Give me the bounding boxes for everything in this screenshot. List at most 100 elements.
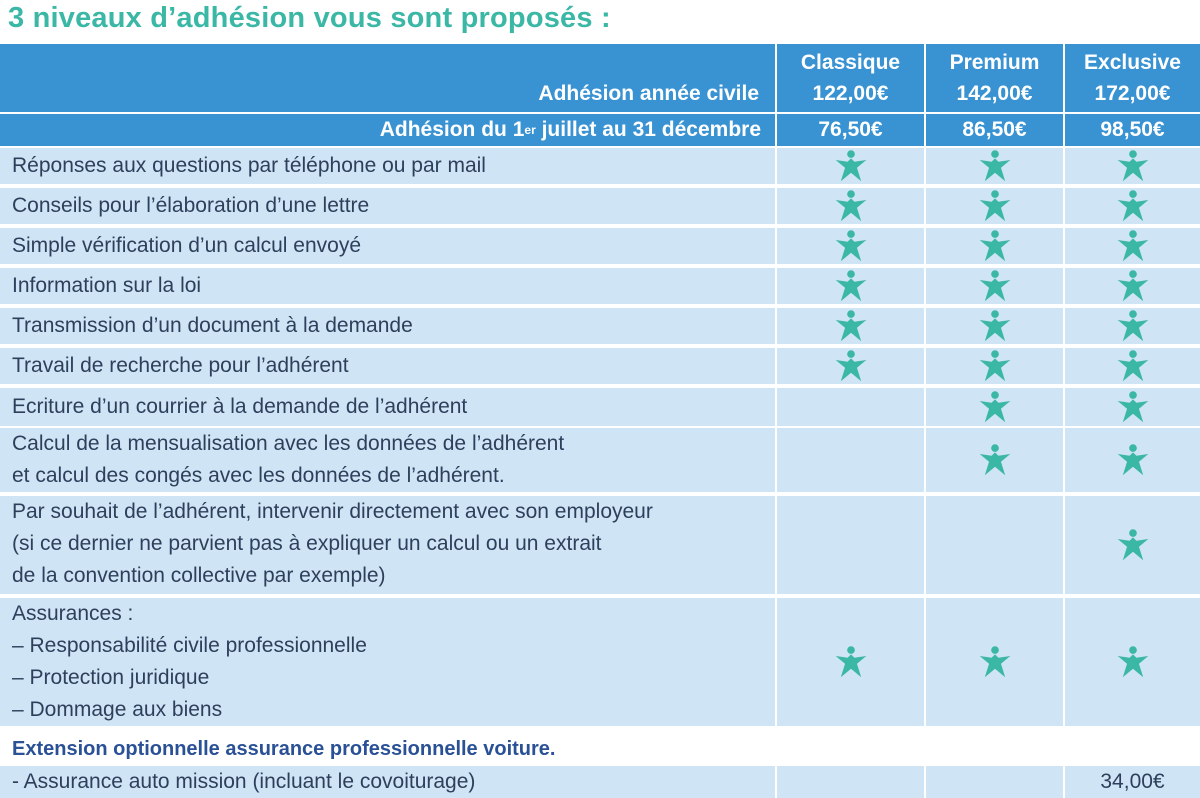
tier-name: Premium [949, 51, 1040, 74]
feature-cell-premium [926, 148, 1063, 184]
feature-cell-classique [777, 188, 924, 224]
extension-title: Extension optionnelle assurance professi… [12, 737, 556, 760]
juillet-suffix: juillet au 31 décembre [535, 118, 761, 141]
extension-option-label: - Assurance auto mission (incluant le co… [0, 766, 775, 798]
feature-row-label: Réponses aux questions par téléphone ou … [0, 148, 775, 184]
feature-cell-exclusive [1065, 148, 1200, 184]
tier-annual-price: 122,00€ [812, 82, 889, 105]
star-person-icon [834, 349, 868, 383]
annee-civile-text: Adhésion année civile [538, 82, 759, 105]
feature-cell-exclusive [1065, 598, 1200, 726]
feature-row-label: Information sur la loi [0, 268, 775, 304]
feature-row-label: Travail de recherche pour l’adhérent [0, 348, 775, 384]
feature-text-line: Simple vérification d’un calcul envoyé [12, 234, 362, 257]
feature-cell-exclusive [1065, 428, 1200, 492]
feature-text-line: Transmission d’un document à la demande [12, 314, 413, 337]
feature-row-label: Conseils pour l’élaboration d’une lettre [0, 188, 775, 224]
feature-text-line: de la convention collective par exemple) [12, 564, 386, 587]
feature-cell-classique [777, 348, 924, 384]
feature-text-line: Ecriture d’un courrier à la demande de l… [12, 395, 468, 418]
feature-row-label: Transmission d’un document à la demande [0, 308, 775, 344]
star-person-icon [1116, 309, 1150, 343]
star-person-icon [978, 349, 1012, 383]
star-person-icon [1116, 645, 1150, 679]
extension-value-exclusive: 34,00€ [1065, 766, 1200, 798]
feature-cell-exclusive [1065, 348, 1200, 384]
extension-option-text: - Assurance auto mission (incluant le co… [12, 770, 476, 793]
half-price-premium: 86,50€ [926, 114, 1063, 146]
star-person-icon [1116, 149, 1150, 183]
feature-cell-exclusive [1065, 388, 1200, 426]
feature-cell-premium [926, 188, 1063, 224]
feature-cell-premium [926, 348, 1063, 384]
tier-annual-price: 172,00€ [1094, 82, 1171, 105]
tier-header-exclusive: Exclusive 172,00€ [1065, 44, 1200, 112]
star-person-icon [978, 189, 1012, 223]
star-person-icon [978, 269, 1012, 303]
star-person-icon [978, 443, 1012, 477]
star-person-icon [978, 645, 1012, 679]
star-person-icon [1116, 390, 1150, 424]
half-price-classique: 76,50€ [777, 114, 924, 146]
star-person-icon [978, 149, 1012, 183]
feature-text-line: (si ce dernier ne parvient pas à expliqu… [12, 532, 602, 555]
feature-cell-classique [777, 148, 924, 184]
star-person-icon [834, 189, 868, 223]
feature-text-line: et calcul des congés avec les données de… [12, 464, 505, 487]
star-person-icon [978, 229, 1012, 263]
star-person-icon [1116, 349, 1150, 383]
feature-text-line: – Dommage aux biens [12, 698, 223, 721]
feature-cell-classique [777, 308, 924, 344]
feature-row-label: Assurances : – Responsabilité civile prof… [0, 598, 775, 726]
feature-cell-exclusive [1065, 188, 1200, 224]
feature-text-line: Assurances : [12, 602, 134, 625]
feature-row-label: Ecriture d’un courrier à la demande de l… [0, 388, 775, 426]
tier-name: Exclusive [1084, 51, 1181, 74]
feature-text-line: – Protection juridique [12, 666, 210, 689]
tier-name: Classique [800, 51, 901, 74]
star-person-icon [834, 149, 868, 183]
star-person-icon [1116, 189, 1150, 223]
feature-cell-premium [926, 428, 1063, 492]
half-price-exclusive: 98,50€ [1065, 114, 1200, 146]
star-person-icon [834, 309, 868, 343]
feature-cell-exclusive [1065, 308, 1200, 344]
tier-header-classique: Classique 122,00€ [777, 44, 924, 112]
feature-cell-classique [777, 496, 924, 594]
star-person-icon [1116, 528, 1150, 562]
star-person-icon [834, 645, 868, 679]
feature-cell-classique [777, 428, 924, 492]
star-person-icon [834, 269, 868, 303]
feature-text-line: Réponses aux questions par téléphone ou … [12, 154, 486, 177]
feature-cell-classique [777, 228, 924, 264]
feature-cell-premium [926, 388, 1063, 426]
tier-annual-price: 142,00€ [956, 82, 1033, 105]
feature-cell-premium [926, 268, 1063, 304]
feature-cell-premium [926, 228, 1063, 264]
feature-text-line: Information sur la loi [12, 274, 202, 297]
feature-text-line: Par souhait de l’adhérent, intervenir di… [12, 500, 653, 523]
star-person-icon [1116, 443, 1150, 477]
feature-cell-classique [777, 598, 924, 726]
extension-value-premium [926, 766, 1063, 798]
feature-text-line: Calcul de la mensualisation avec les don… [12, 432, 565, 455]
feature-cell-premium [926, 308, 1063, 344]
header-annee-civile-label: Adhésion année civile [0, 44, 775, 112]
feature-text-line: Travail de recherche pour l’adhérent [12, 354, 349, 377]
juillet-prefix: Adhésion du 1 [379, 118, 525, 141]
feature-row-label: Simple vérification d’un calcul envoyé [0, 228, 775, 264]
extension-value-classique [777, 766, 924, 798]
tier-header-premium: Premium 142,00€ [926, 44, 1063, 112]
feature-cell-exclusive [1065, 228, 1200, 264]
feature-cell-exclusive [1065, 496, 1200, 594]
page-title: 3 niveaux d’adhésion vous sont proposés … [8, 2, 611, 34]
feature-row-label: Par souhait de l’adhérent, intervenir di… [0, 496, 775, 594]
feature-row-label: Calcul de la mensualisation avec les don… [0, 428, 775, 492]
feature-cell-premium [926, 598, 1063, 726]
feature-cell-exclusive [1065, 268, 1200, 304]
feature-cell-classique [777, 268, 924, 304]
star-person-icon [1116, 269, 1150, 303]
star-person-icon [834, 229, 868, 263]
header-juillet-label: Adhésion du 1 er juillet au 31 décembre [0, 114, 775, 146]
star-person-icon [978, 309, 1012, 343]
